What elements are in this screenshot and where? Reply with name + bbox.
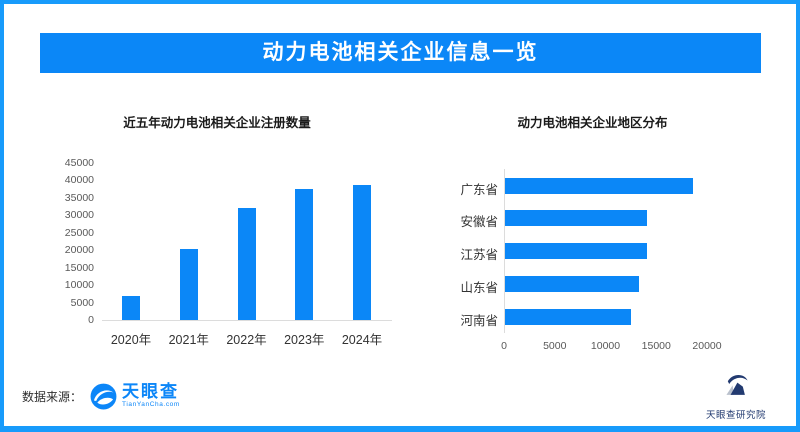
x-axis-category-label: 2024年 xyxy=(341,333,383,347)
x-axis-category-label: 2020年 xyxy=(110,333,152,347)
left-chart-title: 近五年动力电池相关企业注册数量 xyxy=(123,116,311,130)
bar-广东省 xyxy=(505,177,693,194)
y-axis-tick-label: 0 xyxy=(88,314,94,326)
data-source-label: 数据来源： xyxy=(22,389,83,404)
institute-label: 天眼查研究院 xyxy=(705,410,766,421)
y-axis-tick-label: 15000 xyxy=(64,261,94,274)
x-axis-category-label: 2023年 xyxy=(284,333,325,347)
institute-mountain-icon xyxy=(726,375,748,395)
y-axis-tick-label: 25000 xyxy=(64,226,94,239)
left-chart-plot-area xyxy=(102,163,392,321)
y-axis-tick-label: 40000 xyxy=(64,174,94,187)
x-axis-tick-label: 20000 xyxy=(692,340,722,352)
bar-2023年 xyxy=(295,188,314,320)
tianyancha-logo-text: 天眼查 xyxy=(122,382,180,402)
registrations-bar-chart: 近五年动力电池相关企业注册数量 0 5000 10000 15000 20000 2500… xyxy=(60,103,420,358)
bar-2024年 xyxy=(353,185,371,320)
region-distribution-bar-chart: 动力电池相关企业地区分布 广东省安徽省江苏省山东省河南省 0 5000 10000 15… xyxy=(440,103,775,363)
x-axis-tick-label: 10000 xyxy=(590,340,621,352)
bar-山东省 xyxy=(505,275,639,292)
bar-2021年 xyxy=(179,248,198,320)
tianyancha-logo-url: TianYanCha.com xyxy=(122,401,180,409)
x-axis-tick-label: 5000 xyxy=(543,340,567,352)
bar-2022年 xyxy=(237,208,256,320)
right-chart-title: 动力电池相关企业地区分布 xyxy=(517,116,668,130)
x-axis-category-label: 2021年 xyxy=(168,333,209,347)
x-axis-category-label: 2022年 xyxy=(226,333,267,347)
category-label-河南省: 河南省 xyxy=(460,313,498,328)
category-label-安徽省: 安徽省 xyxy=(460,215,498,230)
x-axis-tick-label: 0 xyxy=(501,340,507,352)
category-label-江苏省: 江苏省 xyxy=(460,248,498,262)
bar-江苏省 xyxy=(505,243,648,259)
tianyancha-eye-icon xyxy=(90,383,117,409)
institute-logo: 天眼查研究院 xyxy=(698,372,774,421)
category-label-山东省: 山东省 xyxy=(460,280,498,295)
y-axis-tick-label: 35000 xyxy=(64,191,94,204)
y-axis-tick-label: 30000 xyxy=(64,209,94,222)
y-axis-tick-label: 45000 xyxy=(64,157,94,169)
right-chart-y-axis-line xyxy=(504,169,505,333)
category-label-广东省: 广东省 xyxy=(460,182,498,197)
y-axis-tick-label: 5000 xyxy=(70,296,94,309)
page-title: 动力电池相关企业信息一览 xyxy=(40,33,761,73)
bar-2020年 xyxy=(122,295,140,320)
x-axis-tick-label: 15000 xyxy=(641,340,671,352)
data-source: 数据来源： 天眼查 TianYanCha.com xyxy=(22,380,180,412)
bar-河南省 xyxy=(505,308,631,325)
bar-安徽省 xyxy=(505,210,648,227)
tianyancha-logo: 天眼查 TianYanCha.com xyxy=(90,383,180,410)
y-axis-tick-label: 20000 xyxy=(64,244,94,257)
y-axis-tick-label: 10000 xyxy=(64,279,94,292)
